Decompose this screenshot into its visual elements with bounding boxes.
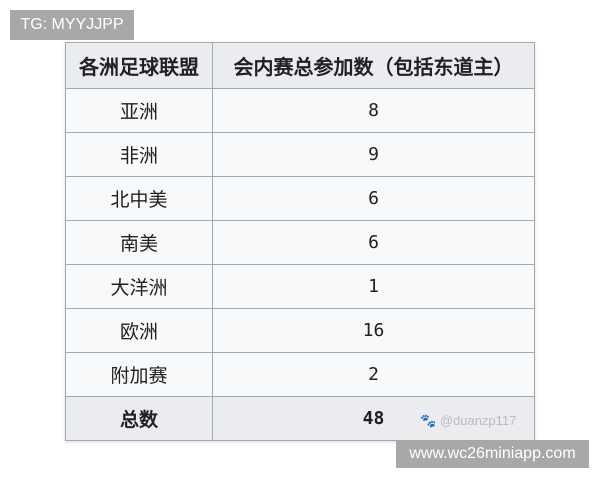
paw-icon: 🐾 <box>420 413 437 428</box>
total-row: 总数 48 <box>65 396 535 441</box>
total-count: 48 <box>212 396 535 441</box>
count-cell: 6 <box>212 176 535 221</box>
confederation-cell: 欧洲 <box>65 308 213 353</box>
count-cell: 1 <box>212 264 535 309</box>
confederation-cell: 亚洲 <box>65 88 213 133</box>
watermark-top-left: TG: MYYJJPP <box>10 10 134 40</box>
table-row: 非洲 9 <box>65 132 535 177</box>
count-cell: 8 <box>212 88 535 133</box>
table-row: 北中美 6 <box>65 176 535 221</box>
watermark-bottom-right: www.wc26miniapp.com <box>396 440 589 468</box>
header-slots: 会内赛总参加数（包括东道主） <box>212 42 535 89</box>
table-row: 南美 6 <box>65 220 535 265</box>
table-row: 大洋洲 1 <box>65 264 535 309</box>
confederation-cell: 大洋洲 <box>65 264 213 309</box>
table-row: 附加赛 2 <box>65 352 535 397</box>
table-header-row: 各洲足球联盟 会内赛总参加数（包括东道主） <box>65 42 535 89</box>
confederation-cell: 北中美 <box>65 176 213 221</box>
count-cell: 6 <box>212 220 535 265</box>
confederation-cell: 附加赛 <box>65 352 213 397</box>
count-cell: 9 <box>212 132 535 177</box>
confederation-cell: 南美 <box>65 220 213 265</box>
count-cell: 16 <box>212 308 535 353</box>
count-cell: 2 <box>212 352 535 397</box>
table-row: 亚洲 8 <box>65 88 535 133</box>
confederation-slots-table: 各洲足球联盟 会内赛总参加数（包括东道主） 亚洲 8 非洲 9 北中美 6 南美 6 大… <box>65 42 535 441</box>
confederation-cell: 非洲 <box>65 132 213 177</box>
total-label: 总数 <box>65 396 213 441</box>
header-confederation: 各洲足球联盟 <box>65 42 213 89</box>
signature-text: @duanzp117 <box>439 413 517 428</box>
weibo-signature: 🐾 @duanzp117 <box>420 413 516 429</box>
table-row: 欧洲 16 <box>65 308 535 353</box>
